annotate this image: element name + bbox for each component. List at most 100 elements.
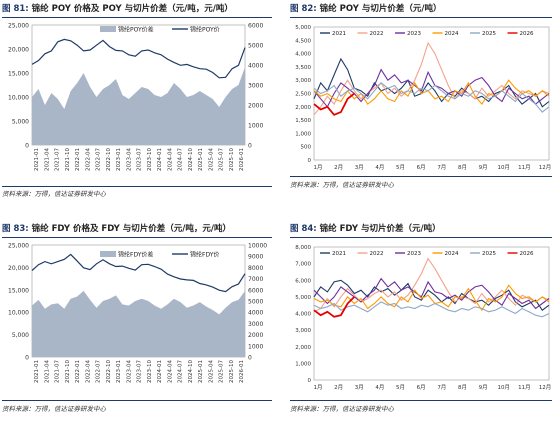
x-tick-label: 2025-10: [229, 360, 235, 383]
source-note: 资料来源：万得，信达证券研发中心: [290, 181, 394, 189]
y-right-tick-label: 6000: [248, 287, 263, 294]
source-note: 资料来源：万得，信达证券研发中心: [2, 405, 106, 413]
legend-label-2023: 2023: [407, 31, 421, 37]
series-line-2026: [313, 296, 355, 318]
x-tick-label: 2026-01: [239, 148, 245, 171]
series-line-2022: [313, 257, 550, 313]
x-tick-label: 2024-01: [157, 360, 163, 383]
x-tick-label: 2024-07: [178, 148, 184, 171]
x-tick-label: 7月: [437, 164, 446, 171]
x-tick-label: 6月: [417, 164, 426, 171]
x-tick-label: 2021-07: [55, 148, 61, 171]
x-tick-label: 10月: [497, 164, 510, 171]
legend-label-2024: 2024: [445, 251, 459, 257]
series-line-2021: [313, 57, 550, 108]
chart-panel-fdy-price: 图 83: 锦纶 FDY 价格及 FDY 与切片价差（元/吨，元/吨） 25,0…: [2, 222, 272, 427]
y-right-tick-label: 0: [248, 355, 252, 362]
title-divider: [2, 237, 272, 238]
x-tick-label: 2024-04: [167, 148, 173, 171]
legend-label-spread: 锦纶POY价差: [118, 26, 154, 34]
source-divider: [2, 186, 272, 187]
x-tick-label: 3月: [355, 384, 364, 391]
x-tick-label: 8月: [458, 384, 467, 391]
chart-panel-poy-price: 图 81: 锦纶 POY 价格及 POY 与切片价差（元/吨，元/吨） 25,0…: [2, 2, 272, 207]
chart-panel-poy-spread: 图 82: 锦纶 POY 与切片价差（元/吨） 5,000 4,500 4,000 3…: [290, 2, 555, 207]
y-tick-label: 4,500: [295, 38, 311, 44]
x-tick-label: 7月: [437, 384, 446, 391]
x-tick-label: 2021-07: [55, 360, 61, 383]
series-line-2024: [313, 284, 550, 312]
y-tick-label: 1,000: [295, 361, 311, 367]
x-tick-label: 11月: [518, 384, 531, 391]
x-tick-label: 11月: [518, 164, 531, 171]
x-tick-label: 2023-07: [137, 148, 143, 171]
y-tick-label: 3,500: [295, 65, 311, 71]
poy-price-chart: 25,000 20,000 15,000 10,000 5,000 0 6000 5000 40…: [8, 23, 263, 171]
x-tick-label: 2024-07: [178, 360, 184, 383]
x-tick-label: 2021-01: [34, 148, 40, 171]
x-tick-label: 4月: [375, 164, 384, 171]
y-left-tick-label: 5,000: [12, 119, 29, 126]
x-tick-label: 2021-04: [44, 148, 50, 171]
y-right-tick-label: 0: [248, 143, 252, 150]
legend-label-2023: 2023: [407, 251, 421, 257]
y-left-tick-label: 20,000: [8, 265, 29, 272]
x-tick-label: 12月: [539, 164, 552, 171]
y-tick-label: 8,000: [295, 245, 311, 251]
y-right-tick-label: 3000: [248, 83, 263, 90]
series-line-2024: [313, 79, 550, 106]
x-tick-label: 2022-01: [75, 148, 81, 171]
series-line-2025: [313, 82, 550, 113]
legend-swatch-spread: [100, 251, 116, 257]
x-tick-label: 2022-10: [106, 148, 112, 171]
series-line-2021: [313, 279, 550, 311]
chart-title: 图 82: 锦纶 POY 与切片价差（元/吨）: [290, 4, 442, 14]
y-left-tick-label: 15,000: [8, 287, 29, 294]
legend-label-2021: 2021: [332, 251, 346, 257]
x-tick-label: 2023-10: [147, 360, 153, 383]
chart-title: 图 83: 锦纶 FDY 价格及 FDY 与切片价差（元/吨，元/吨）: [2, 224, 232, 234]
y-tick-label: 0: [308, 158, 312, 164]
poy-spread-chart: 5,000 4,500 4,000 3,500 3,000 2,500 2,000 1,500…: [295, 25, 552, 171]
x-tick-label: 2月: [334, 164, 343, 171]
y-tick-label: 5,000: [295, 295, 311, 301]
fdy-price-chart: 25,00020,00015,00010,0005,00001000090008…: [8, 243, 267, 383]
legend-label-2026: 2026: [520, 251, 534, 257]
x-tick-label: 2023-01: [116, 148, 122, 171]
x-tick-label: 2022-04: [85, 360, 91, 383]
y-right-tick-label: 2000: [248, 103, 263, 110]
title-divider: [290, 17, 552, 18]
y-tick-label: 5,000: [295, 25, 311, 31]
legend-label-2024: 2024: [445, 31, 459, 37]
x-tick-label: 2021-10: [65, 148, 71, 171]
y-right-tick-label: 5000: [248, 43, 263, 50]
source-note: 资料来源：万得，信达证券研发中心: [290, 405, 394, 413]
series-area-spread: [32, 67, 245, 145]
series-line-2026: [313, 92, 355, 116]
y-tick-label: 4,000: [295, 52, 311, 58]
x-tick-label: 2025-07: [219, 148, 225, 171]
x-tick-label: 1月: [314, 384, 323, 391]
x-tick-label: 6月: [417, 384, 426, 391]
x-tick-label: 2023-04: [126, 148, 132, 171]
y-tick-label: 500: [301, 145, 312, 151]
y-right-tick-label: 5000: [248, 299, 263, 306]
x-tick-label: 2024-04: [167, 360, 173, 383]
y-right-tick-label: 10000: [248, 243, 267, 250]
y-left-tick-label: 0: [25, 143, 29, 150]
x-tick-label: 2024-01: [157, 148, 163, 171]
x-tick-label: 2023-07: [137, 360, 143, 383]
chart-title: 图 84: 锦纶 FDY 与切片价差（元/吨）: [290, 224, 441, 234]
legend-label-2022: 2022: [370, 31, 384, 37]
y-tick-label: 2,500: [295, 92, 311, 98]
title-divider: [2, 17, 272, 18]
source-divider: [2, 400, 272, 401]
y-tick-label: 2,000: [295, 105, 311, 111]
y-left-tick-label: 25,000: [8, 23, 29, 30]
x-tick-label: 2月: [334, 384, 343, 391]
x-tick-label: 4月: [375, 384, 384, 391]
x-tick-label: 5月: [396, 164, 405, 171]
legend-label-2026: 2026: [520, 31, 534, 37]
x-tick-label: 3月: [355, 164, 364, 171]
series-line-price: [31, 38, 246, 79]
